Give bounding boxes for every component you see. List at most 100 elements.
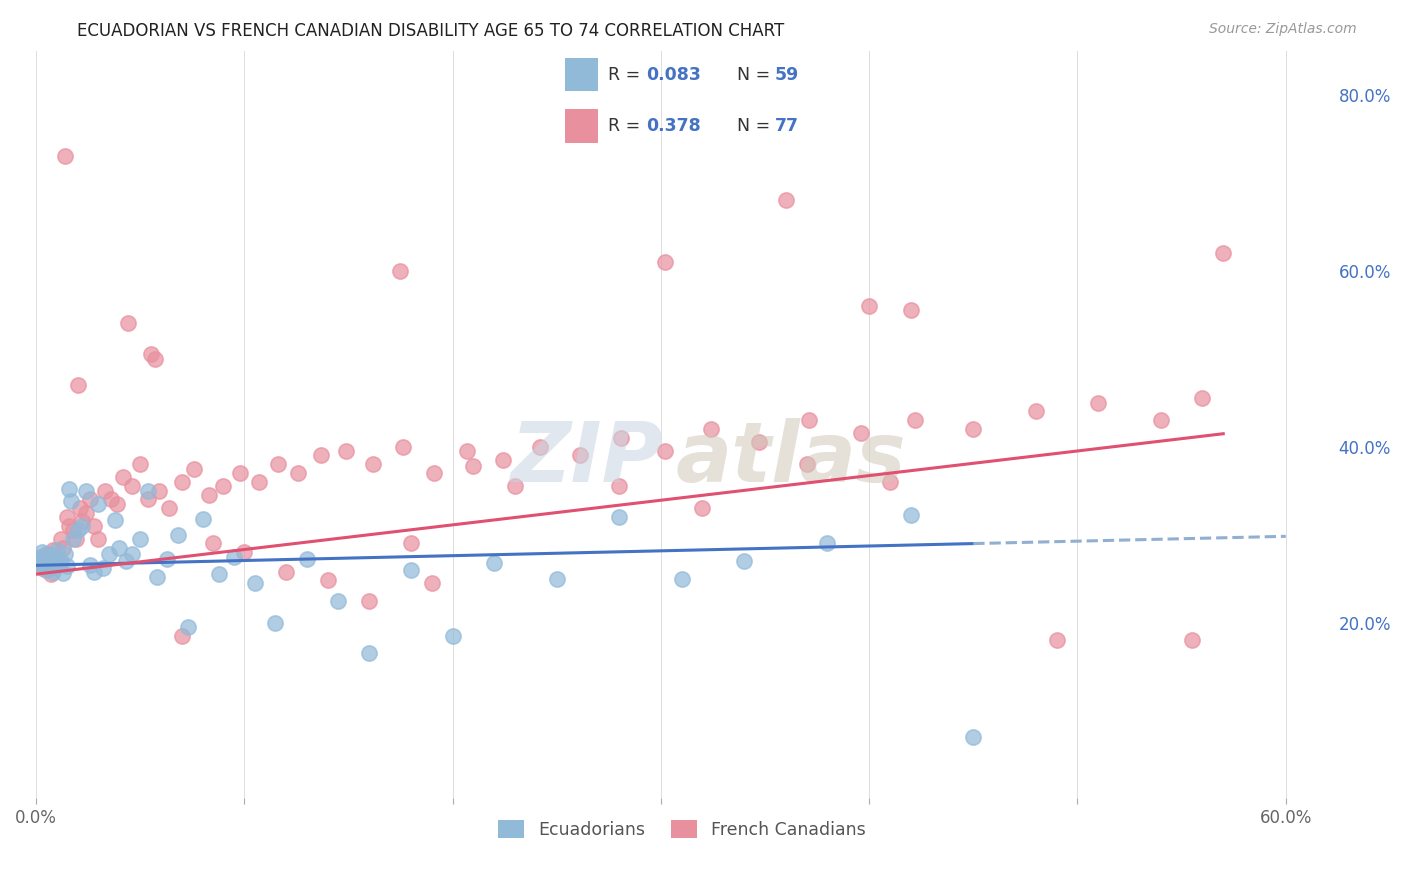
Point [482,556,505,570]
Point [654,444,676,458]
Point [105,497,128,511]
Point [143,351,166,366]
Point [53,547,76,561]
Point [112,470,135,484]
Point [1150,413,1173,427]
Point [52,541,75,555]
Point [93,483,115,498]
Point [423,466,446,480]
Point [121,479,143,493]
Point [389,263,412,277]
Point [30,552,52,566]
Point [849,426,872,441]
Point [75,506,97,520]
Point [335,444,357,458]
Text: 59: 59 [775,66,800,84]
Point [229,466,252,480]
Point [1087,395,1109,409]
Point [654,255,676,269]
Point [1191,391,1213,405]
Point [104,513,127,527]
Point [441,629,464,643]
Point [37,556,59,570]
Point [31,545,53,559]
Point [58,518,80,533]
Point [56,510,79,524]
Legend: Ecuadorians, French Canadians: Ecuadorians, French Canadians [491,814,873,846]
Text: N =: N = [737,117,776,135]
Text: 0.378: 0.378 [647,117,702,135]
Point [83,518,105,533]
Point [87,532,110,546]
Point [145,570,167,584]
Point [775,193,797,207]
Point [58,482,80,496]
Point [138,492,160,507]
Point [41,565,63,579]
Point [170,629,193,643]
Point [363,457,385,471]
Point [962,730,984,744]
Point [391,440,413,454]
Point [27,554,49,568]
Point [247,475,270,489]
Point [420,576,443,591]
Point [904,413,927,427]
Point [1212,246,1234,260]
Point [183,461,205,475]
Point [53,149,76,163]
Point [32,549,55,564]
Point [748,435,770,450]
Point [75,483,97,498]
Point [201,536,224,550]
Point [39,561,62,575]
Point [399,536,422,550]
Text: 77: 77 [775,117,799,135]
Point [191,512,214,526]
Point [69,501,91,516]
Point [1045,633,1067,648]
Point [49,554,72,568]
Text: Source: ZipAtlas.com: Source: ZipAtlas.com [1209,22,1357,37]
Point [546,572,568,586]
Point [65,532,87,546]
Point [148,483,170,498]
Point [114,554,136,568]
Text: ZIP: ZIP [509,417,662,499]
Point [66,378,89,392]
Point [79,558,101,573]
Point [208,567,231,582]
Point [359,593,381,607]
Point [117,317,139,331]
Point [97,547,120,561]
Point [31,558,53,573]
Point [311,449,333,463]
Point [52,566,75,581]
Point [274,565,297,579]
Point [1181,633,1204,648]
Point [139,347,162,361]
Point [456,444,478,458]
Point [27,556,49,570]
Point [156,552,179,566]
Point [243,576,266,591]
Point [212,479,235,493]
Point [610,431,633,445]
Point [35,563,58,577]
Point [962,422,984,436]
Point [157,501,180,516]
Point [503,479,526,493]
Point [463,458,485,473]
Point [170,475,193,489]
Point [692,501,714,516]
Point [66,523,89,537]
Point [45,543,67,558]
Point [198,488,221,502]
Point [607,510,630,524]
Point [796,457,818,471]
Point [49,532,72,546]
Point [900,303,922,318]
Text: atlas: atlas [675,417,905,499]
Point [797,413,820,427]
Point [129,532,152,546]
